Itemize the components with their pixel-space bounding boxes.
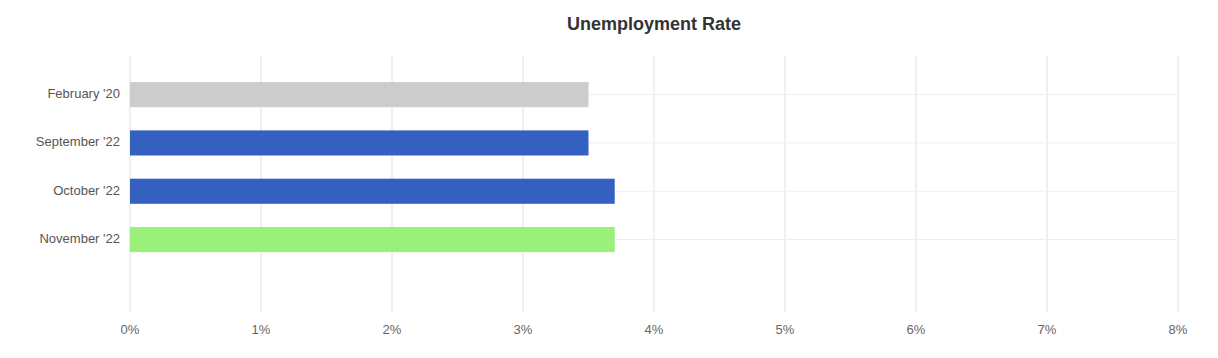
title: Unemployment Rate <box>567 14 741 34</box>
x-tick-label: 7% <box>1038 322 1057 337</box>
y-tick-label: October '22 <box>53 183 120 198</box>
y-tick-label: November '22 <box>39 231 120 246</box>
x-axis: 0% 1% 2% 3% 4% 5% 6% 7% 8% <box>121 322 1188 337</box>
x-tick-label: 2% <box>383 322 402 337</box>
x-tick-label: 3% <box>514 322 533 337</box>
x-tick-label: 0% <box>121 322 140 337</box>
bar <box>130 227 615 252</box>
chart: Unemployment Rate 0% 1% 2% 3% 4% 5% 6% 7% 8% Febru… <box>0 0 1218 358</box>
bar <box>130 130 589 155</box>
x-tick-label: 4% <box>645 322 664 337</box>
x-tick-label: 6% <box>907 322 926 337</box>
x-tick-label: 5% <box>776 322 795 337</box>
grid <box>130 56 1178 312</box>
x-tick-label: 1% <box>252 322 271 337</box>
y-tick-label: September '22 <box>36 134 120 149</box>
bar <box>130 82 589 107</box>
x-tick-label: 8% <box>1169 322 1188 337</box>
y-axis: February '20 September '22 October '22 Nove… <box>36 86 120 246</box>
y-tick-label: February '20 <box>47 86 120 101</box>
bars <box>130 82 615 252</box>
bar <box>130 179 615 204</box>
